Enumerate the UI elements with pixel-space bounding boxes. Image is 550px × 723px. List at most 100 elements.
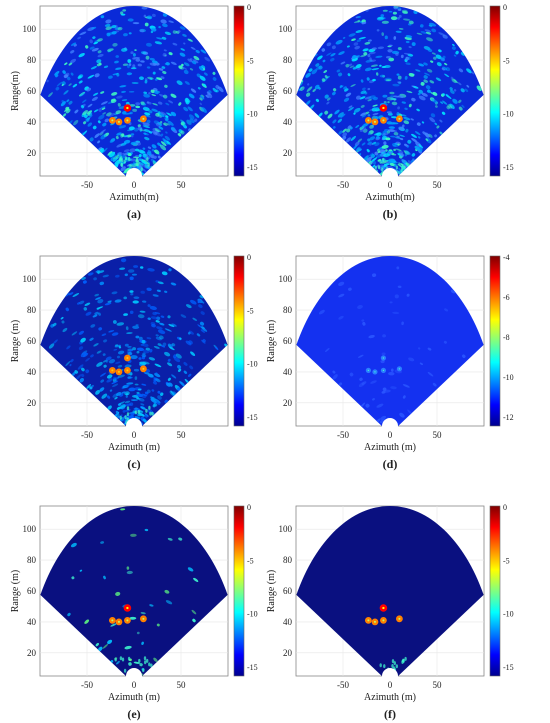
colorbar-tick-label: -10 [503, 610, 514, 619]
y-tick-label: 100 [23, 274, 37, 284]
y-tick-label: 80 [283, 555, 293, 565]
panel-a: -50 0 50 20 40 60 80 100 Azimuth(m) Range(m) 0 -5 -1… [10, 3, 258, 221]
y-tick-label: 100 [23, 24, 37, 34]
y-axis-label: Range (m) [266, 570, 277, 613]
y-tick-label: 40 [27, 617, 37, 627]
x-tick-label: -50 [81, 180, 93, 190]
x-axis-label: Azimuth (m) [108, 442, 160, 453]
y-axis-label: Range(m) [10, 71, 21, 111]
colorbar-tick-label: 0 [247, 253, 251, 262]
blind-zone [126, 418, 142, 434]
target-core [142, 367, 145, 370]
target-core [142, 117, 145, 120]
y-tick-label: 100 [279, 24, 293, 34]
colorbar-tick-label: 0 [503, 3, 507, 12]
y-tick-label: 20 [283, 398, 293, 408]
colorbar-tick-label: -5 [247, 56, 254, 65]
panel-caption: (e) [127, 707, 140, 721]
target-core [111, 619, 114, 622]
sector-image [40, 6, 228, 184]
x-tick-label: 50 [433, 180, 443, 190]
x-tick-label: -50 [81, 680, 93, 690]
target-core [373, 620, 376, 623]
target-layer [108, 104, 147, 126]
target-core [382, 106, 385, 110]
target-core [382, 119, 385, 122]
colorbar-tick-label: -5 [503, 556, 510, 565]
y-tick-label: 60 [283, 336, 293, 346]
colorbar [489, 255, 501, 427]
target-layer [364, 604, 403, 626]
target-core [117, 370, 120, 373]
x-axis-label: Azimuth(m) [109, 192, 158, 203]
y-tick-label: 40 [27, 367, 37, 377]
panel-f: -50 0 50 20 40 60 80 100 Azimuth (m) Range (m) 0 -5… [266, 503, 514, 721]
x-axis-label: Azimuth (m) [108, 692, 160, 703]
sector-image [296, 506, 484, 684]
colorbar-tick-label: -10 [247, 610, 258, 619]
y-axis-label: Range(m) [266, 71, 277, 111]
y-tick-label: 60 [27, 586, 37, 596]
target-core [126, 119, 129, 122]
target-layer [364, 104, 403, 126]
colorbar-tick-label: -10 [247, 360, 258, 369]
colorbar-tick-label: -12 [503, 413, 514, 422]
colorbar [489, 505, 501, 677]
colorbar-tick-label: -10 [247, 110, 258, 119]
sector-image [40, 506, 228, 684]
blind-zone [382, 418, 398, 434]
panel-caption: (c) [127, 457, 140, 471]
x-axis-label: Azimuth (m) [364, 442, 416, 453]
target-core [367, 369, 370, 371]
colorbar-tick-label: -15 [247, 663, 258, 672]
panel-d: -50 0 50 20 40 60 80 100 Azimuth (m) Range (m) -4 -… [266, 253, 514, 471]
x-tick-label: 0 [132, 680, 137, 690]
colorbar-tick-label: -10 [503, 373, 514, 382]
target-core [367, 619, 370, 622]
colorbar-tick-label: -4 [503, 253, 510, 262]
target-core [126, 619, 129, 622]
panel-caption: (b) [383, 207, 398, 221]
colorbar-tick-label: -15 [247, 413, 258, 422]
colorbar-tick-label: -5 [247, 306, 254, 315]
panel-b: -50 0 50 20 40 60 80 100 Azimuth(m) Range(m) 0 -5 -1… [266, 3, 514, 221]
target-core [382, 357, 385, 359]
target-core [398, 617, 401, 620]
y-tick-label: 80 [283, 305, 293, 315]
y-tick-label: 80 [27, 555, 37, 565]
target-core [111, 119, 114, 122]
y-tick-label: 20 [283, 648, 293, 658]
target-core [126, 106, 129, 110]
target-core [126, 606, 129, 610]
panel-c: -50 0 50 20 40 60 80 100 Azimuth (m) Range (m) 0 -5… [10, 253, 258, 471]
target-core [142, 617, 145, 620]
colorbar [233, 255, 245, 427]
x-tick-label: 50 [177, 180, 187, 190]
x-tick-label: 50 [177, 680, 187, 690]
target-core [398, 368, 401, 370]
y-tick-label: 60 [283, 586, 293, 596]
x-tick-label: 0 [388, 180, 393, 190]
target-core [117, 620, 120, 623]
y-tick-label: 100 [279, 524, 293, 534]
target-core [382, 619, 385, 622]
colorbar-tick-label: -15 [247, 163, 258, 172]
target-core [374, 371, 376, 373]
speckle-layer [67, 508, 199, 676]
y-tick-label: 20 [27, 648, 37, 658]
colorbar-tick-label: -6 [503, 293, 510, 302]
colorbar-tick-label: 0 [247, 503, 251, 512]
target-layer [108, 354, 147, 376]
colorbar-tick-label: 0 [503, 503, 507, 512]
x-tick-label: 50 [177, 430, 187, 440]
sector-image [296, 256, 484, 434]
x-tick-label: -50 [337, 180, 349, 190]
colorbar-tick-label: -10 [503, 110, 514, 119]
x-tick-label: -50 [337, 430, 349, 440]
target-core [117, 120, 120, 123]
y-tick-label: 40 [283, 617, 293, 627]
y-tick-label: 80 [27, 305, 37, 315]
target-core [398, 117, 401, 120]
target-core [382, 606, 385, 610]
